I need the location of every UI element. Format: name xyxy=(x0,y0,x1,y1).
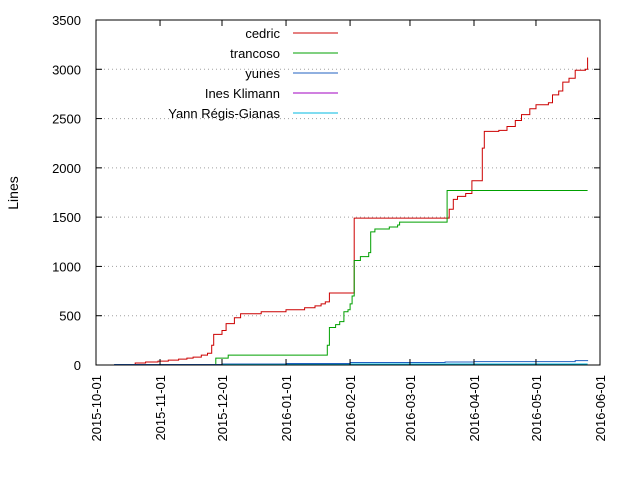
x-tick-label: 2016-03-01 xyxy=(403,375,418,442)
series-line-trancoso xyxy=(213,190,588,366)
legend-label: cedric xyxy=(245,26,280,41)
legend-label: yunes xyxy=(245,66,280,81)
y-axis: 0 500 1000 1500 2000 2500 3000 3500 xyxy=(52,13,600,373)
y-tick-label: 2500 xyxy=(52,112,81,127)
y-tick-label: 3000 xyxy=(52,62,81,77)
x-tick-label: 2015-10-01 xyxy=(89,375,104,442)
series-lines xyxy=(110,57,589,366)
y-tick-label: 1000 xyxy=(52,259,81,274)
x-tick-label: 2015-11-01 xyxy=(153,375,168,441)
x-tick-label: 2016-01-01 xyxy=(279,375,294,442)
y-tick-label: 2000 xyxy=(52,161,81,176)
legend: cedric trancoso yunes Ines Klimann Yann Régi… xyxy=(168,26,338,121)
x-tick-label: 2015-12-01 xyxy=(215,375,230,442)
y-tick-label: 0 xyxy=(74,358,81,373)
legend-label: Yann Régis-Gianas xyxy=(168,106,280,121)
y-tick-label: 3500 xyxy=(52,13,81,28)
x-tick-label: 2016-02-01 xyxy=(343,375,358,442)
plot-frame xyxy=(95,19,601,366)
x-axis: 2015-10-01 2015-11-01 2015-12-01 2016-01-01… xyxy=(89,20,608,442)
x-tick-label: 2016-04-01 xyxy=(467,375,482,442)
legend-label: trancoso xyxy=(230,46,280,61)
grid-lines xyxy=(96,68,600,317)
x-tick-label: 2016-06-01 xyxy=(593,375,608,442)
legend-label: Ines Klimann xyxy=(205,86,280,101)
y-tick-label: 1500 xyxy=(52,210,81,225)
y-axis-label: Lines xyxy=(5,176,21,209)
x-tick-label: 2016-05-01 xyxy=(529,375,544,442)
series-line-cedric xyxy=(133,57,589,366)
y-tick-label: 500 xyxy=(59,309,81,324)
